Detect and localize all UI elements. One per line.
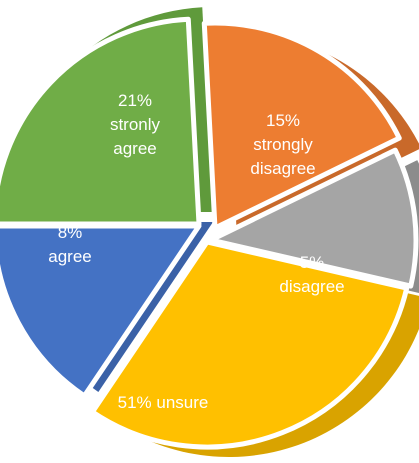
pie-labels: 21% stronly agree 15% strongly disagree 5% disa… (48, 91, 344, 412)
slice-label-unsure: 51% unsure (118, 393, 209, 412)
slice-label-line: disagree (250, 159, 315, 178)
slice-label-disagree: 5% disagree (279, 253, 344, 296)
slice-label-line: strongly (253, 135, 313, 154)
slice-label-line: agree (48, 247, 91, 266)
slice-unsure (89, 239, 410, 450)
slice-label-stronly-agree: 21% stronly agree (110, 91, 161, 158)
slice-label-line: 5% (300, 253, 325, 272)
slice-label-line: 8% (58, 223, 83, 242)
slice-stronly-agree (0, 16, 202, 227)
pie-slices (0, 16, 419, 450)
slice-label-line: disagree (279, 277, 344, 296)
slice-label-line: 51% unsure (118, 393, 209, 412)
slice-agree (0, 223, 202, 399)
slice-strongly-disagree (201, 20, 402, 231)
slice-label-line: stronly (110, 115, 161, 134)
slice-label-agree: 8% agree (48, 223, 91, 266)
slice-label-strongly-disagree: 15% strongly disagree (250, 111, 315, 178)
slice-label-line: 21% (118, 91, 152, 110)
slice-disagree (208, 147, 419, 289)
slice-label-line: 15% (266, 111, 300, 130)
slice-label-line: agree (113, 139, 156, 158)
